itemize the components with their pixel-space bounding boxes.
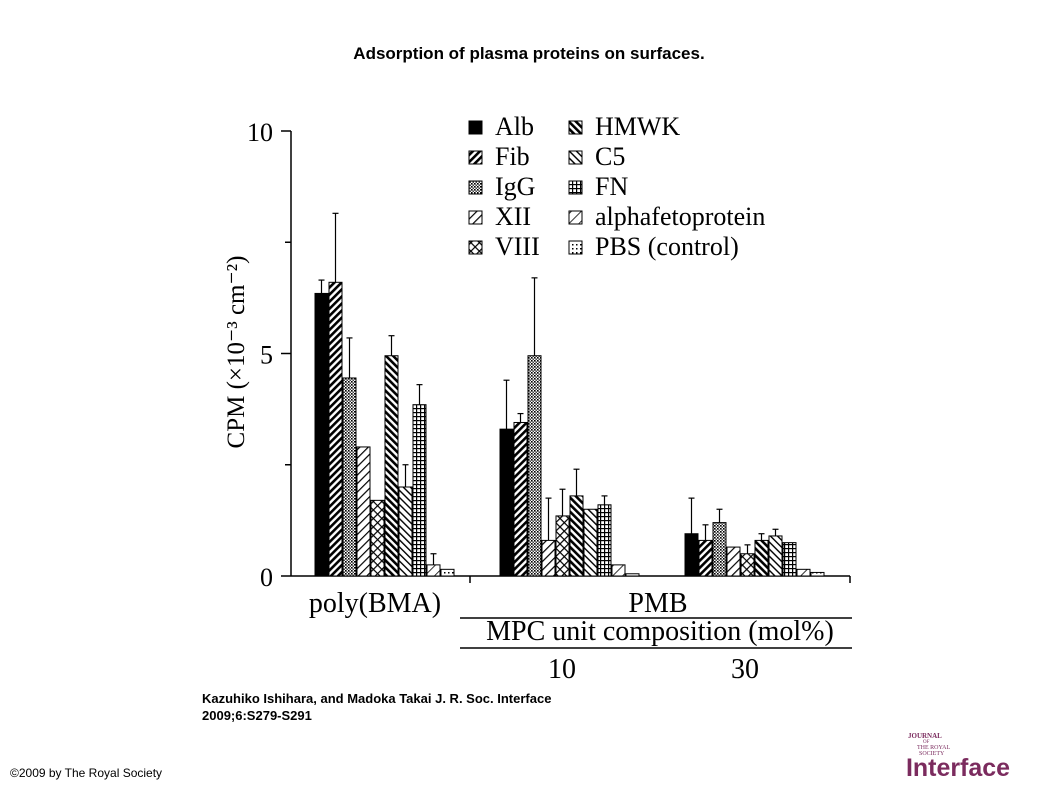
bar-alphafetoprotein — [611, 564, 626, 577]
legend-swatch — [568, 210, 583, 225]
bar-alb — [499, 428, 514, 577]
logo-wordmark: Interface — [906, 754, 1010, 780]
legend-label: alphafetoprotein — [595, 202, 765, 231]
bar-viii — [740, 553, 755, 577]
composition-value: 30 — [731, 654, 759, 685]
legend-label: Fib — [495, 142, 530, 171]
bar-pbs-control- — [625, 573, 640, 577]
bar-c5 — [398, 486, 413, 577]
bar-viii — [370, 499, 385, 577]
logo-line-journal: JOURNAL — [908, 732, 942, 740]
bar-alphafetoprotein — [796, 568, 811, 577]
citation-authors: Kazuhiko Ishihara, and Madoka Takai J. R… — [202, 691, 552, 706]
copyright-notice: ©2009 by The Royal Society — [10, 766, 163, 780]
bar-igg — [712, 522, 727, 577]
citation: Kazuhiko Ishihara, and Madoka Takai J. R… — [202, 690, 551, 724]
slide-title: Adsorption of plasma proteins on surface… — [353, 44, 705, 63]
bar-alb — [314, 292, 329, 577]
bar-hmwk — [754, 539, 769, 577]
legend-swatch — [468, 150, 483, 165]
bar-fib — [698, 539, 713, 577]
x-group-label: PMB — [628, 588, 687, 619]
bar-fn — [597, 504, 612, 577]
legend-swatch — [568, 180, 583, 195]
legend-swatch — [568, 150, 583, 165]
legend-swatch — [568, 120, 583, 135]
legend-label: FN — [595, 172, 628, 201]
bar-fib — [328, 281, 343, 577]
logo-line-of: OF — [923, 740, 930, 745]
bar-xii — [726, 546, 741, 577]
bar-viii — [555, 515, 570, 577]
bar-igg — [342, 377, 357, 577]
legend-label: C5 — [595, 142, 625, 171]
bar-c5 — [768, 535, 783, 577]
bar-pbs-control- — [440, 568, 455, 577]
legend-swatch — [468, 180, 483, 195]
legend-swatch — [468, 210, 483, 225]
bar-xii — [541, 539, 556, 577]
y-tick-label: 10 — [247, 118, 273, 147]
bar-xii — [356, 446, 371, 577]
chart-bars — [314, 212, 825, 577]
y-tick-label: 0 — [260, 563, 273, 592]
journal-logo: JOURNAL OF THE ROYAL SOCIETY Interface — [906, 732, 1010, 780]
citation-reference: 2009;6:S279-S291 — [202, 708, 312, 723]
y-tick-label: 5 — [260, 341, 273, 370]
legend-label: PBS (control) — [595, 232, 739, 261]
legend-label: VIII — [495, 232, 540, 261]
x-group-label: poly(BMA) — [309, 588, 441, 619]
logo-line-royal: THE ROYAL — [917, 745, 950, 751]
bar-fn — [412, 404, 427, 577]
bar-hmwk — [569, 495, 584, 577]
bar-c5 — [583, 508, 598, 577]
legend-swatch — [568, 240, 583, 255]
y-axis-label: CPM (×10⁻³ cm⁻²) — [223, 256, 250, 449]
legend-label: IgG — [495, 172, 535, 201]
logo-line-society: SOCIETY — [919, 751, 945, 757]
legend-label: XII — [495, 202, 531, 231]
composition-value: 10 — [548, 654, 576, 685]
bar-fib — [513, 421, 528, 577]
chart-axes: 0 5 10 CPM (×10⁻³ cm⁻²) — [223, 118, 851, 592]
bar-alphafetoprotein — [426, 564, 441, 577]
legend-label: HMWK — [595, 112, 680, 141]
legend-swatch — [468, 120, 483, 135]
legend-label: Alb — [495, 112, 534, 141]
bar-alb — [684, 533, 699, 577]
bar-igg — [527, 355, 542, 577]
legend-swatch — [468, 240, 483, 255]
bar-fn — [782, 542, 797, 577]
composition-label: MPC unit composition (mol%) — [486, 616, 834, 647]
bar-pbs-control- — [810, 571, 825, 577]
bar-hmwk — [384, 355, 399, 577]
